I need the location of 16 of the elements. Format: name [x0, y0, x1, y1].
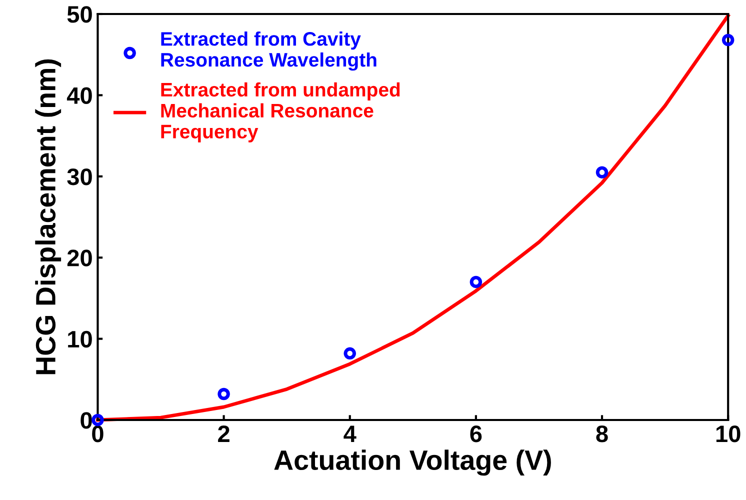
y-tick-label: 10 — [68, 330, 92, 348]
x-tick-label: 4 — [344, 426, 356, 442]
y-tick-label: 0 — [80, 412, 92, 429]
y-axis-title: HCG Displacement (nm) — [35, 59, 62, 374]
y-tick-label: 20 — [67, 250, 92, 266]
x-tick-label: 2 — [218, 425, 230, 442]
x-tick-label: 0 — [92, 425, 104, 442]
y-tick-label: 50 — [67, 6, 92, 23]
x-tick-label: 8 — [596, 425, 608, 442]
x-axis-title: Actuation Voltage (V) — [274, 450, 551, 476]
y-tick-label: 40 — [66, 87, 92, 104]
x-tick-label: 10 — [716, 425, 740, 442]
y-tick-label: 30 — [67, 168, 92, 186]
legend-label: Extracted from undamped Mechanical Resonance Frequency — [161, 82, 400, 142]
legend-label: Extracted from Cavity Resonance Wavelength — [161, 32, 376, 71]
x-tick-label: 6 — [470, 425, 482, 442]
